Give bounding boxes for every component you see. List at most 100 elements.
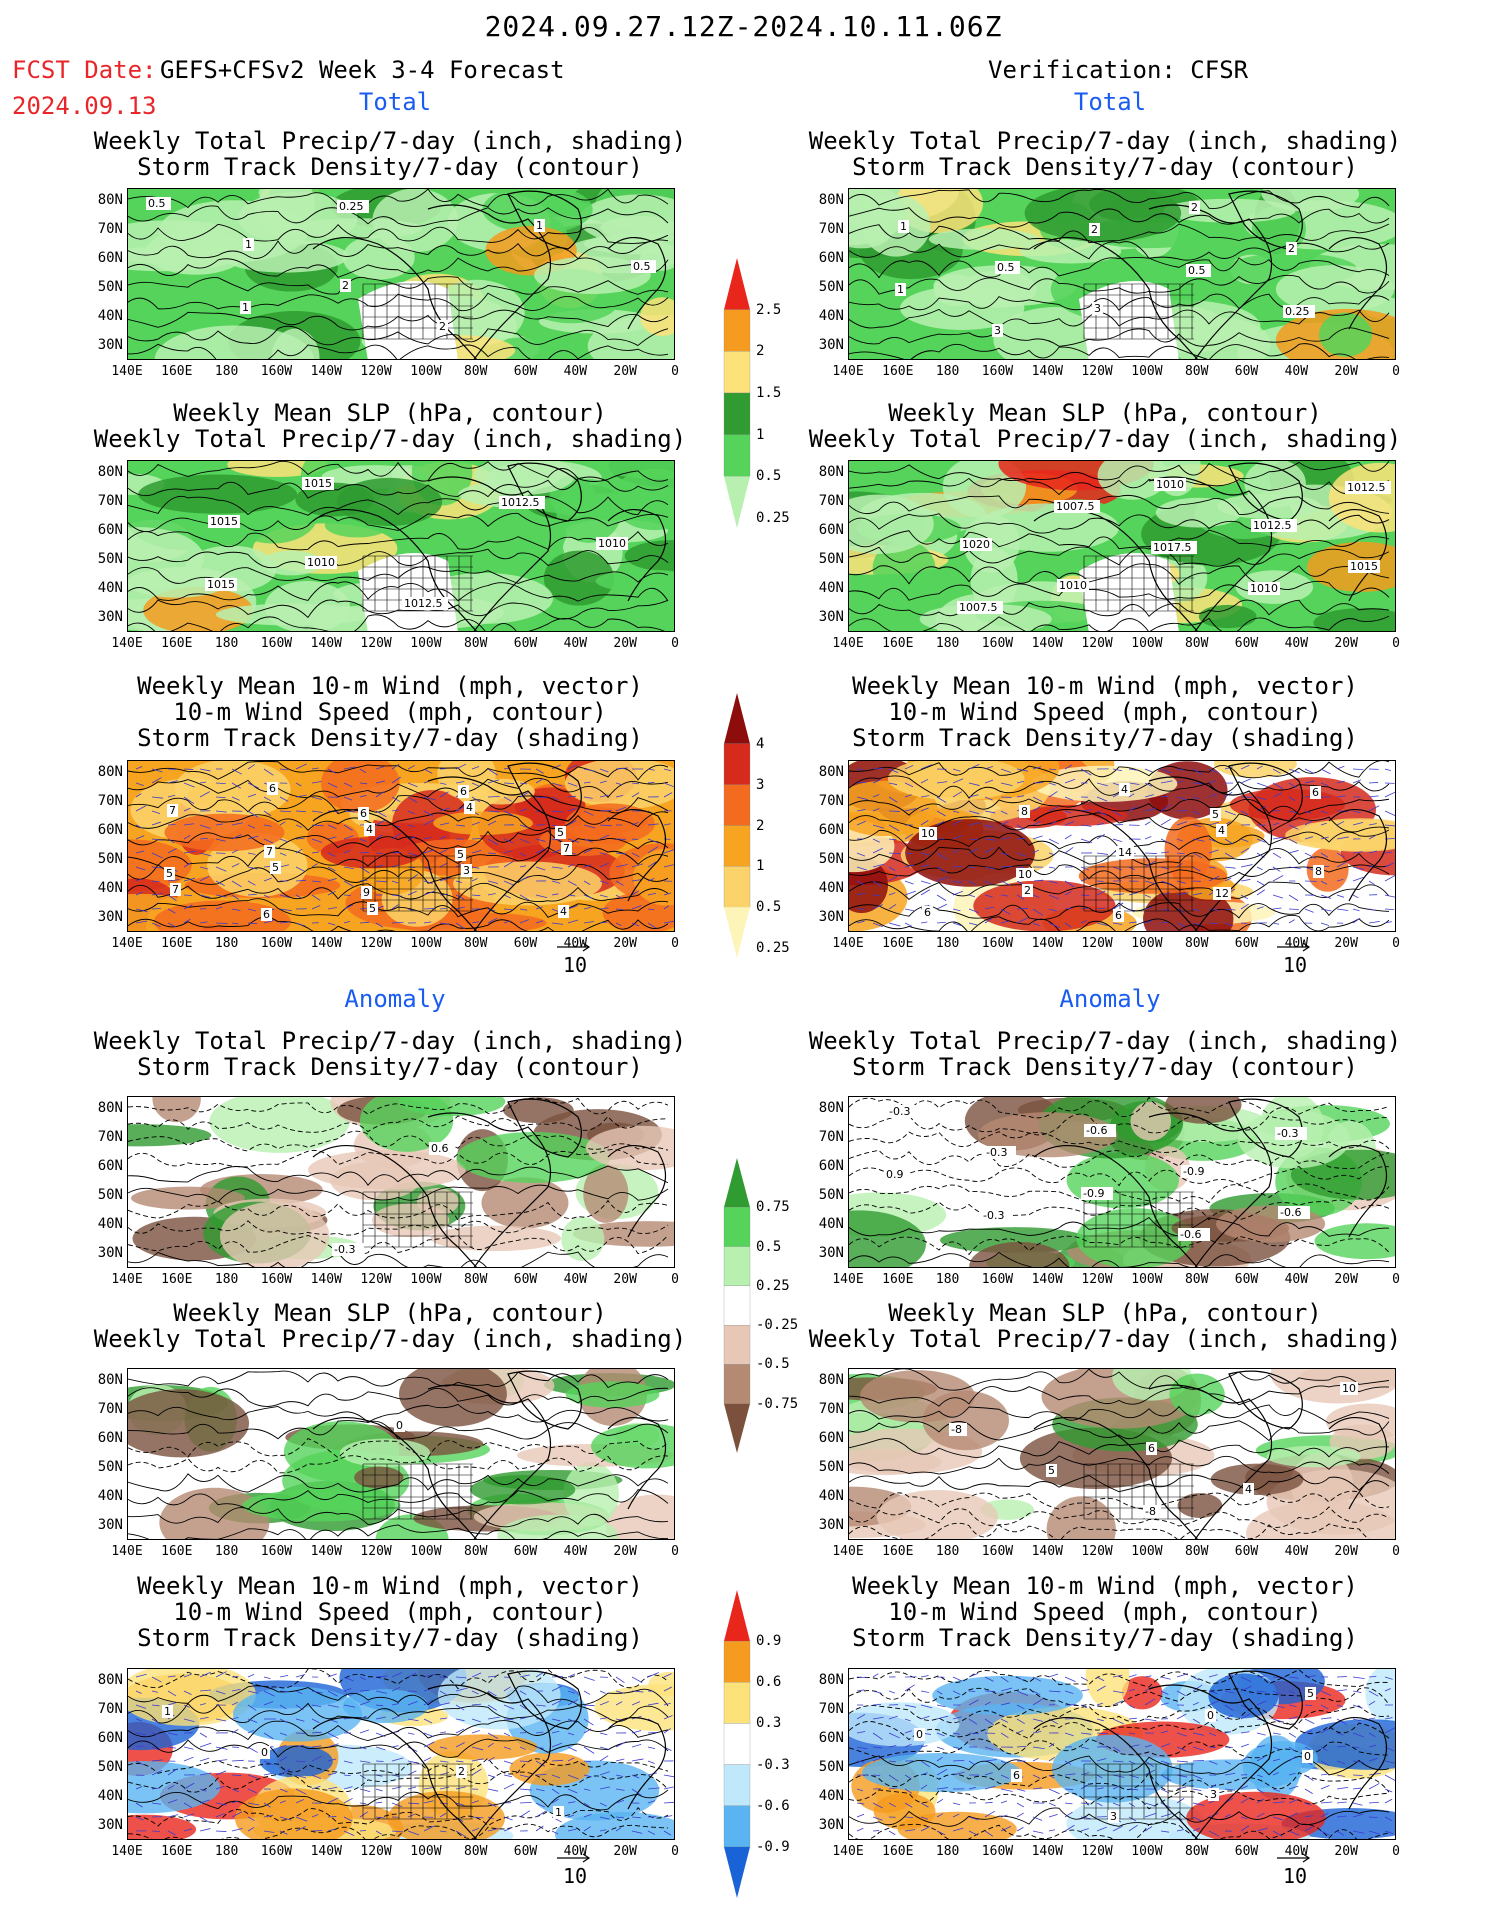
lat-tick-label: 50N — [818, 851, 844, 867]
lon-tick-label: 80W — [463, 1544, 488, 1559]
contour-label-bg — [264, 845, 275, 858]
lon-tick-label: 180 — [214, 1272, 239, 1287]
contour-label: 8 — [1021, 805, 1028, 818]
contour-label: -0.3 — [889, 1105, 910, 1118]
lon-tick-label: 80W — [1184, 636, 1209, 651]
lon-tick-label: 20W — [613, 1844, 637, 1859]
contour-label-bg — [914, 1728, 925, 1741]
lon-tick-label: 80W — [1184, 1272, 1209, 1287]
lat-tick-label: 80N — [97, 192, 123, 208]
map-panel-p11: 2 1 1 0 — [127, 1668, 675, 1840]
lat-tick-label: 30N — [818, 609, 844, 625]
contour-label: -0.3 — [1277, 1127, 1298, 1140]
contour-label-bg — [1022, 884, 1033, 897]
contour-label: 0.5 — [148, 197, 166, 210]
contour-label: 4 — [1245, 1483, 1252, 1496]
contour-label: 3 — [994, 324, 1001, 337]
lon-tick-label: 20W — [613, 364, 637, 379]
contour-label: 2 — [1191, 201, 1198, 214]
lat-tick-label: 40N — [97, 1788, 123, 1804]
lat-tick-label: 50N — [818, 1459, 844, 1475]
panel-title-total-precip-verif: Weekly Total Precip/7-day (inch, shading… — [808, 127, 1402, 181]
lon-tick-label: 40W — [1284, 636, 1309, 651]
contour-label: 0 — [1207, 1709, 1214, 1722]
lat-tick-label: 50N — [818, 551, 844, 567]
contour-label: 1015 — [207, 578, 235, 591]
contour-label: 7 — [172, 883, 179, 896]
lon-tick-label: 100W — [1131, 1272, 1163, 1287]
contour-label: 1010 — [307, 556, 335, 569]
contour-label-bg — [1275, 1127, 1307, 1140]
lon-tick-label: 160E — [882, 936, 914, 951]
contour-label: 5 — [1048, 1464, 1055, 1477]
lon-tick-label: 0 — [1392, 636, 1400, 651]
map-panel-p3: 1015 1010 1012.5 1012.5 1010 1015 1015 — [127, 460, 675, 632]
contour-label-bg — [402, 597, 448, 610]
contour-label-bg — [919, 827, 937, 840]
lon-tick-label: 140E — [832, 1544, 864, 1559]
contour-label-bg — [1081, 1187, 1113, 1200]
lon-tick-label: 120W — [1081, 1272, 1113, 1287]
section-anomaly-right: Anomaly — [1059, 985, 1161, 1013]
panel-title-anom-wind-verif: Weekly Mean 10-m Wind (mph, vector) 10-m… — [852, 1572, 1358, 1652]
colorbar-tick-label: 1.5 — [756, 385, 782, 401]
verification-label: Verification: CFSR — [988, 56, 1249, 84]
colorbar-tick-label: 0.75 — [756, 1199, 790, 1216]
lon-tick-label: 80W — [1184, 364, 1209, 379]
lon-tick-label: 160W — [260, 936, 293, 951]
lon-tick-label: 0 — [671, 1272, 679, 1287]
contour-label: 1012.5 — [1253, 519, 1292, 532]
contour-label-bg — [922, 906, 933, 919]
contour-label-bg — [1046, 1464, 1057, 1477]
contour-label: 10 — [1342, 1382, 1356, 1395]
lon-tick-label: 20W — [613, 1544, 637, 1559]
contour-label-bg — [1208, 1788, 1219, 1801]
contour-label: 1012.5 — [501, 496, 540, 509]
colorbar-tick-label: 0.6 — [756, 1674, 782, 1691]
lat-tick-label: 70N — [97, 493, 123, 509]
contour-label: -0.9 — [1083, 1187, 1104, 1200]
colorbar-tick-label: 0.5 — [756, 899, 782, 916]
contour-label: 3 — [1110, 1810, 1117, 1823]
contour-label-bg — [1181, 1165, 1213, 1178]
lon-tick-label: 60W — [513, 1272, 538, 1287]
contour-label-bg — [208, 515, 240, 528]
contour-label: 6 — [460, 785, 467, 798]
lon-tick-label: 20W — [1334, 636, 1358, 651]
vector-reference-arrow — [1277, 1853, 1311, 1863]
lon-tick-label: 140E — [832, 936, 864, 951]
contour-label: 5 — [1212, 808, 1219, 821]
contour-label-bg — [361, 886, 372, 899]
colorbar-tick-label: -0.75 — [756, 1395, 799, 1412]
contour-label-bg — [1340, 1382, 1358, 1395]
lon-tick-label: 140W — [1031, 636, 1063, 651]
contour-label: 2 — [458, 1765, 465, 1778]
lat-tick-label: 80N — [818, 1672, 844, 1688]
lon-tick-label: 140W — [310, 936, 342, 951]
lon-tick-label: 60W — [1234, 1544, 1259, 1559]
lon-tick-label: 20W — [1334, 1544, 1358, 1559]
panel-title-total-wind-fcst: Weekly Mean 10-m Wind (mph, vector) 10-m… — [137, 672, 643, 752]
lon-tick-label: 160E — [161, 636, 193, 651]
lon-tick-label: 20W — [613, 636, 637, 651]
colorbar-tick-label: 1 — [756, 426, 765, 443]
lon-tick-label: 40W — [563, 1272, 588, 1287]
contour-label: 1 — [900, 220, 907, 233]
lon-tick-label: 140W — [1031, 1844, 1063, 1859]
lon-tick-label: 180 — [214, 936, 239, 951]
contour-label: 0 — [261, 1746, 268, 1759]
lon-tick-label: 80W — [463, 364, 488, 379]
contour-label: 1007.5 — [1056, 500, 1095, 513]
contour-label: 1 — [164, 1705, 171, 1718]
panel-title-anom-slp-fcst: Weekly Mean SLP (hPa, contour) Weekly To… — [93, 1299, 687, 1353]
lat-tick-label: 80N — [97, 1372, 123, 1388]
lat-tick-label: 60N — [97, 822, 123, 838]
colorbar-tick-label: 1 — [756, 858, 765, 875]
contour-label-bg — [261, 908, 272, 921]
contour-label-bg — [561, 842, 572, 855]
colorbar-tick-label: 4 — [756, 735, 765, 752]
contour-label: 0.5 — [1188, 264, 1206, 277]
lon-tick-label: 140E — [832, 1844, 864, 1859]
contour-label-bg — [898, 220, 909, 233]
lon-tick-label: 40W — [563, 636, 588, 651]
